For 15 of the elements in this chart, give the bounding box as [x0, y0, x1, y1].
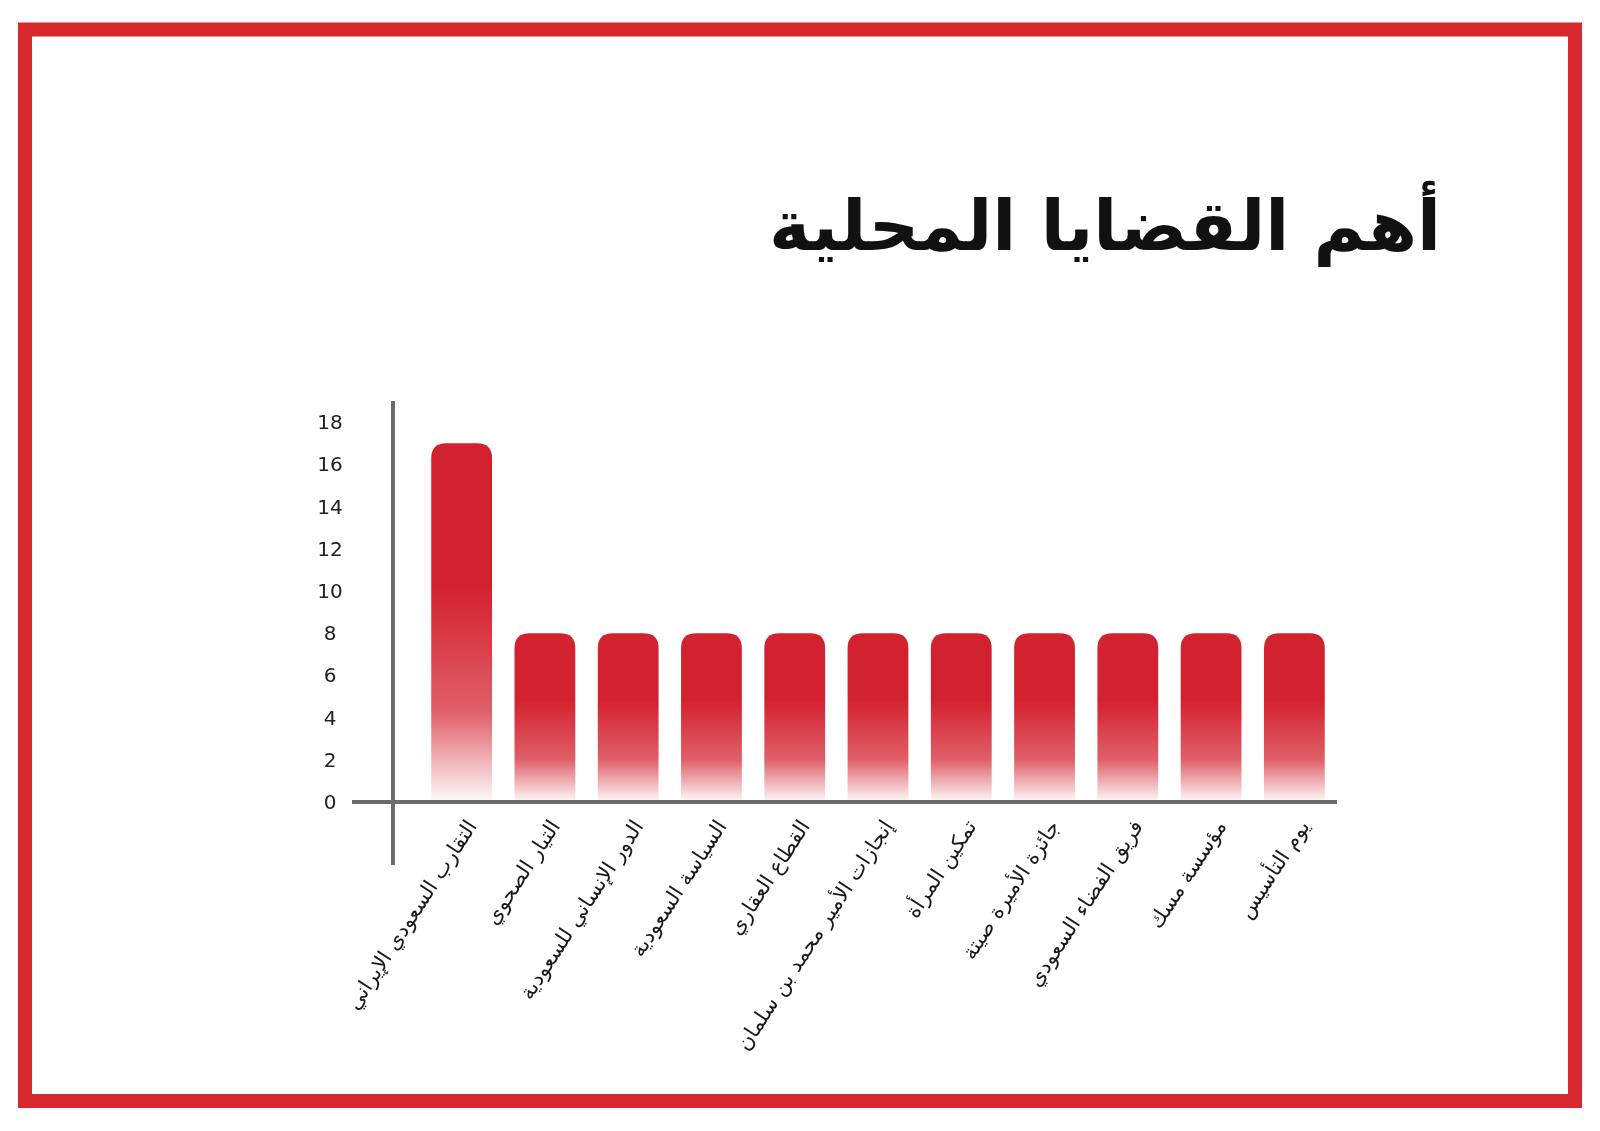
y-tick-label: 14	[317, 494, 343, 519]
y-tick-label: 18	[317, 410, 343, 435]
x-tick-label: يوم التأسيس	[1233, 815, 1315, 923]
x-tick-label: مؤسسة مسك	[1143, 815, 1232, 933]
y-tick-label: 4	[323, 705, 337, 730]
y-tick-label: 2	[323, 747, 337, 772]
y-tick-label: 10	[317, 578, 343, 603]
y-tick-label: 8	[323, 621, 337, 646]
x-tick-label: تمكين المرأة	[900, 815, 982, 923]
y-tick-label: 6	[323, 663, 337, 688]
y-tick-label: 0	[323, 790, 337, 814]
y-tick-label: 12	[317, 536, 343, 561]
x-tick-label: التقارب السعودي الإيراني	[341, 815, 482, 1015]
title: أهم القضايا المحلية	[763, 151, 1447, 301]
y-tick-label: 16	[317, 452, 343, 477]
